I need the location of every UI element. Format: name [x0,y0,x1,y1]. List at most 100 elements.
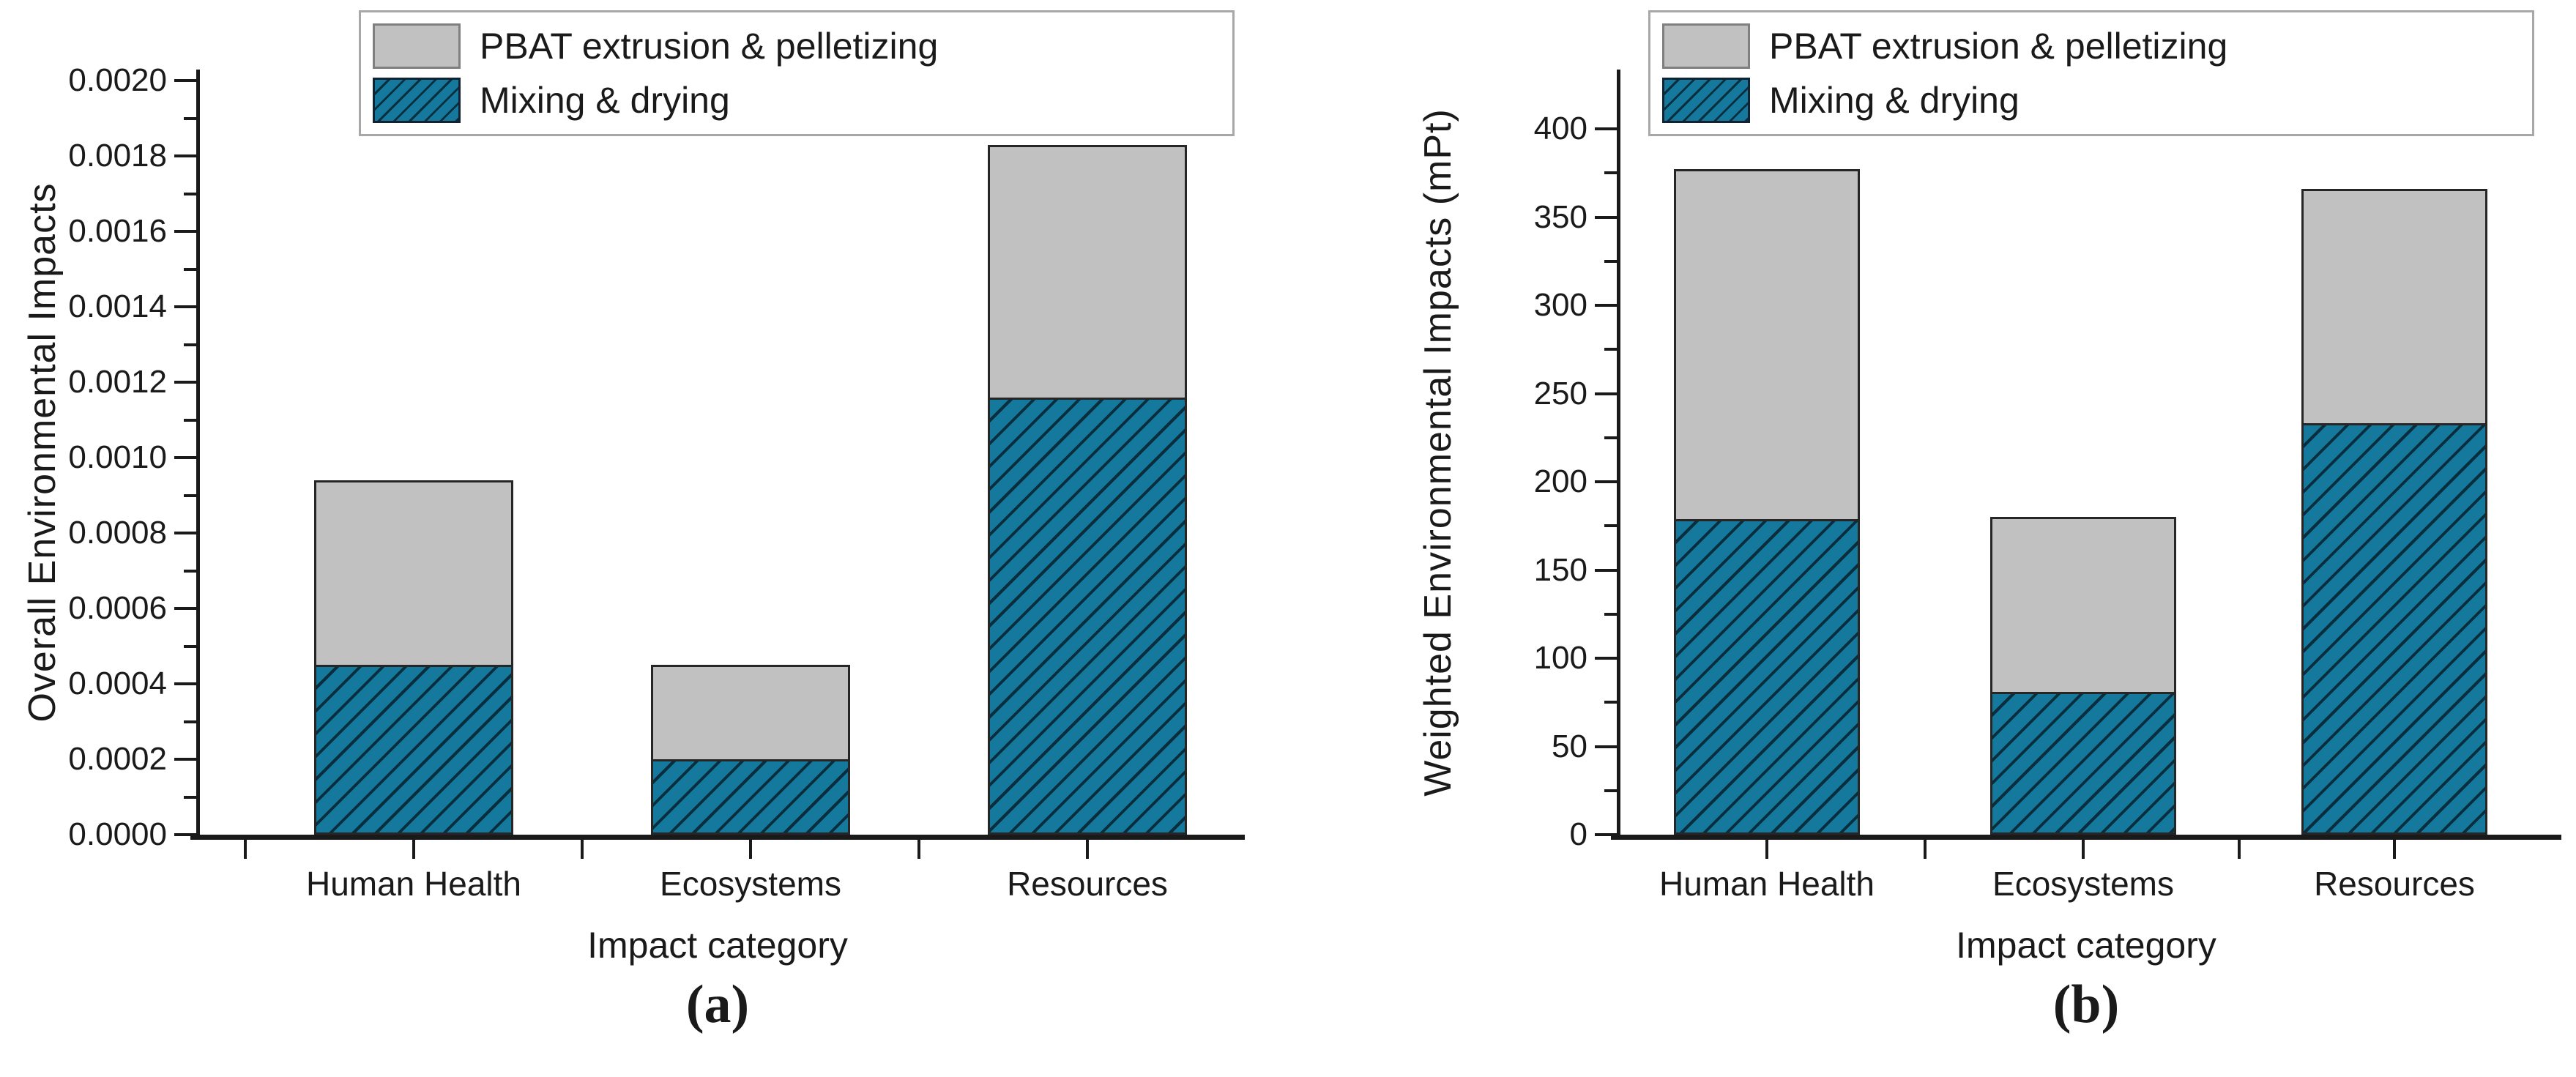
legend-label-pbat: PBAT extrusion & pelletizing [480,26,939,67]
y-major-tick [174,532,196,534]
category-label-1: Human Health [1659,865,1875,903]
legend-swatch-gray [1662,23,1750,69]
y-tick-label: 350 [1533,198,1587,235]
bar-segment-mixing-drying-1 [314,665,513,835]
y-tick-label: 0.0006 [68,590,167,626]
y-tick-label: 0.0016 [68,213,167,249]
y-minor-tick [1604,436,1617,439]
y-tick-label: 0.0000 [68,816,167,852]
y-major-tick [1595,304,1617,307]
y-minor-tick [1604,259,1617,263]
y-major-tick [174,607,196,610]
y-tick-label: 0.0014 [68,288,167,324]
y-minor-tick [184,192,196,195]
y-major-tick [174,79,196,82]
y-major-tick [174,154,196,157]
category-label-2: Ecosystems [660,865,841,903]
y-major-tick [1595,127,1617,130]
y-minor-tick [184,343,196,346]
y-tick-label: 150 [1533,551,1587,588]
y-minor-tick [184,493,196,497]
y-tick-label: 0 [1569,816,1587,852]
y-tick-label: 50 [1552,728,1587,764]
legend-label-mixing: Mixing & drying [1769,80,2020,121]
y-minor-tick [1604,171,1617,175]
x-axis-line [1611,835,2561,840]
y-major-tick [174,682,196,685]
y-major-tick [174,381,196,384]
bar-segment-mixing-drying-3 [988,397,1187,835]
y-major-tick [1595,392,1617,395]
y-axis-line [1617,70,1620,838]
y-major-tick [1595,480,1617,483]
y-major-tick [174,230,196,233]
y-minor-tick [1604,701,1617,704]
y-minor-tick [1604,348,1617,351]
legend: PBAT extrusion & pelletizing Mixing & dr… [1648,10,2534,136]
y-tick-label: 0.0004 [68,666,167,701]
y-major-tick [1595,745,1617,748]
y-major-tick [1595,657,1617,660]
x-axis-title: Impact category [1956,925,2216,966]
chart-panel-a: Overall Environmental Impacts 0.0000 0.00… [21,10,1245,1035]
x-tick [917,840,920,859]
y-minor-tick [184,644,196,648]
y-tick-label: 0.0008 [68,515,167,551]
bar-segment-pbat-extrusion-1 [314,480,513,668]
y-major-tick [174,833,196,836]
y-major-tick [174,456,196,459]
legend-swatch-gray [373,23,461,69]
y-tick-label: 0.0018 [68,138,167,174]
y-minor-tick [184,795,196,799]
legend-label-pbat: PBAT extrusion & pelletizing [1769,26,2228,67]
subfigure-caption-b: (b) [2052,974,2120,1035]
bar-segment-mixing-drying-1 [1674,518,1860,835]
bar-segment-mixing-drying-2 [651,759,850,835]
x-axis-line [190,835,1245,840]
category-label-3: Resources [2314,865,2475,903]
y-minor-tick [184,569,196,573]
legend-item-pbat: PBAT extrusion & pelletizing [373,21,1218,71]
x-tick [1765,840,1768,859]
x-tick [2237,840,2241,859]
legend-item-pbat: PBAT extrusion & pelletizing [1662,21,2517,71]
y-major-tick [1595,215,1617,219]
y-tick-label: 400 [1533,111,1587,146]
y-minor-tick [184,267,196,271]
y-minor-tick [1604,524,1617,528]
category-label-3: Resources [1007,865,1168,903]
x-tick [2082,840,2085,859]
x-tick [412,840,415,859]
bar-segment-pbat-extrusion-3 [988,144,1187,400]
legend: PBAT extrusion & pelletizing Mixing & dr… [359,10,1235,136]
y-minor-tick [184,720,196,723]
y-tick-label: 300 [1533,287,1587,323]
x-tick [749,840,752,859]
y-tick-label: 100 [1533,640,1587,676]
y-tick-label: 0.0010 [68,439,167,475]
y-minor-tick [1604,612,1617,616]
y-tick-label: 250 [1533,375,1587,411]
legend-swatch-teal-hatch [373,78,461,123]
subfigure-caption-a: (a) [685,974,750,1035]
y-axis-line [196,70,200,838]
y-major-tick [1595,568,1617,572]
y-tick-label: 0.0012 [68,364,167,400]
y-tick-label: 0.0020 [68,62,167,98]
x-tick [2393,840,2396,859]
bar-segment-mixing-drying-3 [2301,423,2487,835]
legend-item-mixing: Mixing & drying [373,75,1218,125]
y-minor-tick [184,116,196,120]
x-tick [1086,840,1089,859]
y-major-tick [174,758,196,761]
category-label-1: Human Health [305,865,522,903]
x-tick [1924,840,1927,859]
y-minor-tick [1604,789,1617,792]
legend-item-mixing: Mixing & drying [1662,75,2517,125]
chart-panel-b: Weighted Environmental Impacts (mPt) 0 50… [1288,0,2576,1077]
bar-segment-pbat-extrusion-1 [1674,169,1860,521]
y-minor-tick [184,418,196,422]
y-tick-label: 0.0002 [68,741,167,777]
legend-swatch-teal-hatch [1662,78,1750,123]
